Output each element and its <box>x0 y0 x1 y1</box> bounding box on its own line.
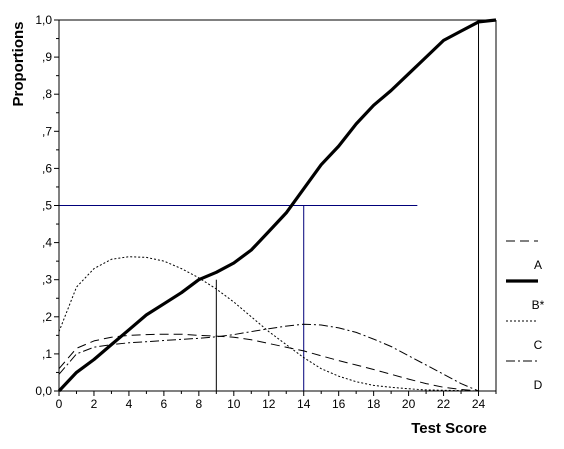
x-tick-label: 12 <box>262 397 276 411</box>
series-line-b <box>57 18 497 393</box>
series-line-c <box>58 256 479 392</box>
series-line-a <box>58 333 479 392</box>
y-tick-label: ,4 <box>42 236 52 250</box>
x-tick-label: 22 <box>437 397 451 411</box>
series-lines <box>57 18 497 393</box>
x-tick-label: 2 <box>91 397 98 411</box>
reference-lines <box>59 20 480 391</box>
x-tick-label: 0 <box>56 397 63 411</box>
y-tick-label: ,9 <box>42 50 52 64</box>
y-tick-label: ,8 <box>42 87 52 101</box>
x-tick-label: 20 <box>402 397 416 411</box>
x-tick-label: 4 <box>126 397 133 411</box>
y-tick-label: ,1 <box>42 347 52 361</box>
x-tick-label: 8 <box>195 397 202 411</box>
y-tick-label: ,3 <box>42 273 52 287</box>
legend-label: A <box>534 258 542 272</box>
x-tick-label: 18 <box>367 397 381 411</box>
legend-label: B* <box>532 298 545 312</box>
legend: A B* C D <box>506 240 545 392</box>
y-axis-title: Proportions <box>10 22 27 107</box>
y-tick-label: ,6 <box>42 161 52 175</box>
x-tick-label: 10 <box>227 397 241 411</box>
x-tick-label: 6 <box>161 397 168 411</box>
y-tick-label: ,2 <box>42 310 52 324</box>
y-tick-label: ,5 <box>42 199 52 213</box>
x-tick-label: 14 <box>297 397 311 411</box>
x-axis-title: Test Score <box>411 420 487 437</box>
x-tick-label: 16 <box>332 397 346 411</box>
x-tick-label: 24 <box>472 397 486 411</box>
y-ticks: 0,0 ,1 ,2 ,3 ,4 ,5 ,6 ,7 ,8 ,9 1,0 <box>35 13 59 398</box>
legend-label: C <box>534 338 543 352</box>
legend-label: D <box>534 378 543 392</box>
y-tick-label: 0,0 <box>35 384 52 398</box>
y-tick-label: 1,0 <box>35 13 52 27</box>
x-ticks: 0 2 4 6 8 10 12 14 16 18 20 22 24 <box>56 391 497 411</box>
series-line-d <box>58 323 479 392</box>
y-tick-label: ,7 <box>42 124 52 138</box>
